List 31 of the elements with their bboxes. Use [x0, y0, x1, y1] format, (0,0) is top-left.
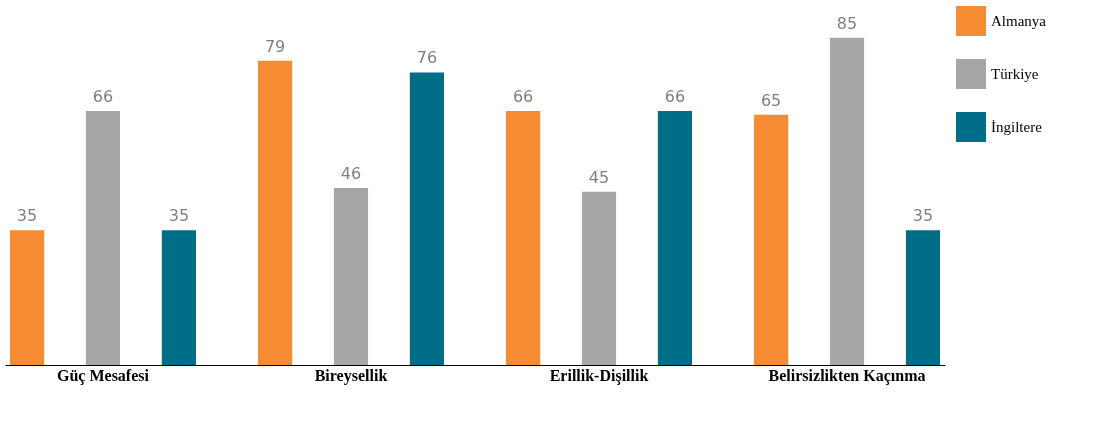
bar: [257, 60, 293, 365]
data-label: 35: [16, 206, 38, 226]
data-label: 66: [92, 86, 114, 106]
data-label: 65: [760, 90, 782, 110]
legend-label: Almanya: [991, 13, 1047, 29]
x-tick-label: Erillik-Dişillik: [549, 366, 649, 385]
bar: [754, 114, 789, 365]
bar: [161, 230, 196, 365]
x-tick-label: Güç Mesafesi: [56, 366, 150, 385]
bar: [657, 110, 693, 365]
legend-label: İngiltere: [991, 119, 1043, 135]
data-label: 76: [416, 48, 438, 68]
bar: [409, 72, 444, 365]
bar: [333, 187, 369, 365]
bar: [905, 230, 941, 365]
x-tick-label: Belirsizlikten Kaçınma: [768, 366, 926, 385]
bar: [506, 110, 541, 365]
bar: [829, 37, 865, 365]
bar: [581, 191, 617, 365]
data-label: 66: [512, 86, 534, 106]
data-label: 66: [664, 86, 686, 106]
data-label: 35: [168, 206, 190, 226]
data-label: 35: [912, 206, 934, 226]
legend-label: Türkiye: [991, 66, 1039, 82]
data-label: 46: [340, 163, 362, 183]
data-label: 79: [264, 36, 286, 56]
bar: [9, 230, 45, 365]
bar: [85, 110, 121, 365]
data-label: 85: [836, 13, 858, 33]
x-tick-label: Bireysellik: [314, 366, 388, 385]
data-label: 45: [588, 167, 610, 187]
